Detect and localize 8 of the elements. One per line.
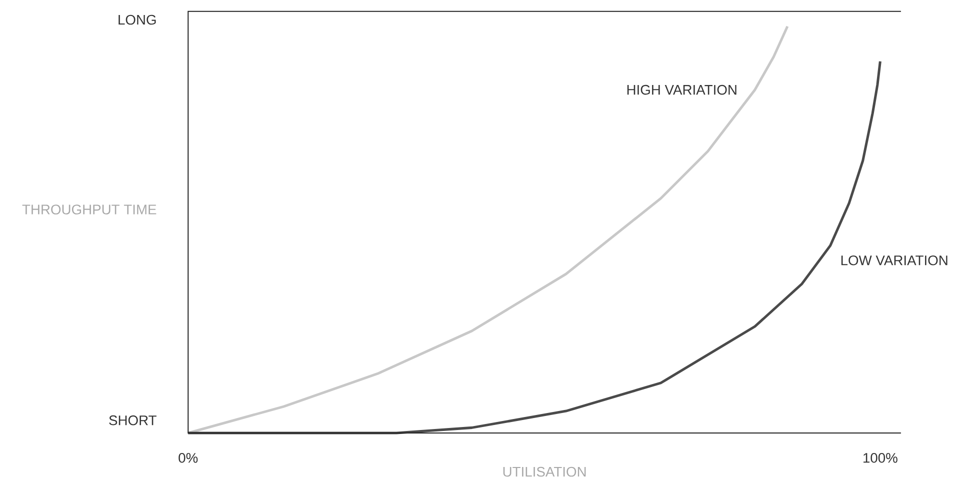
x-tick-label: 100% (864, 452, 898, 463)
y-axis-title: THROUGHPUT TIME (22, 204, 156, 214)
series-label: LOW VARIATION (841, 255, 948, 266)
x-tick-label: 0% (178, 452, 198, 463)
text: LONG (118, 14, 156, 25)
text: SHORT (109, 415, 156, 426)
series-label: HIGH VARIATION (627, 84, 736, 95)
x-axis-title: UTILISATION (503, 466, 586, 477)
